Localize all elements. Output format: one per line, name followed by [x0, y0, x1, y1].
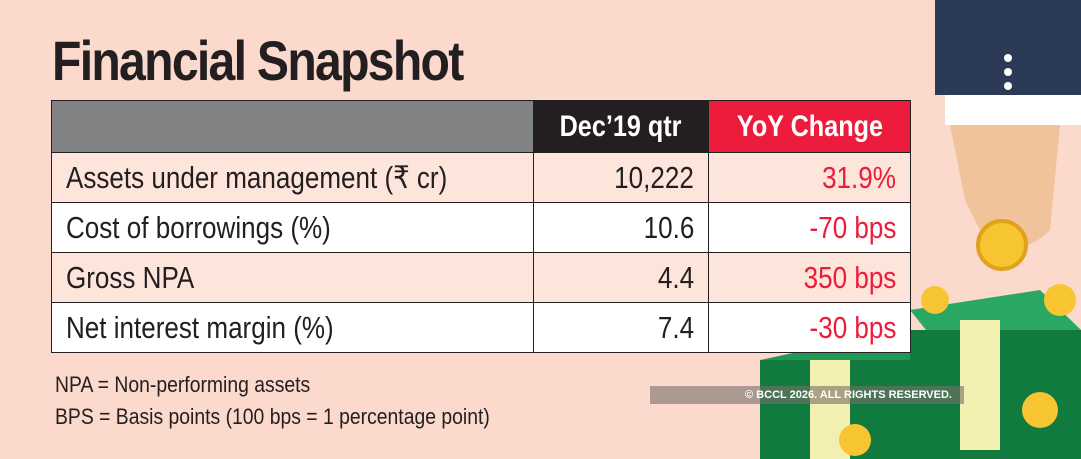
table-row: Assets under management (₹ cr) 10,222 31.9…: [51, 152, 911, 203]
row-value-cell: 4.4: [533, 252, 709, 303]
page-title: Financial Snapshot: [52, 29, 464, 92]
row-value: 7.4: [657, 309, 694, 345]
row-value-cell: 7.4: [533, 302, 709, 353]
row-change-cell: -70 bps: [708, 202, 911, 253]
coin-icon: [976, 219, 1028, 271]
row-label-cell: Net interest margin (%): [51, 302, 534, 353]
table-row: Cost of borrowings (%) 10.6 -70 bps: [51, 202, 911, 253]
header-yoy-text: YoY Change: [736, 109, 884, 143]
row-label-cell: Gross NPA: [51, 252, 534, 303]
row-change-cell: 31.9%: [708, 152, 911, 203]
header-dec19: Dec’19 qtr: [533, 100, 709, 153]
copyright: © BCCL 2026. ALL RIGHTS RESERVED.: [650, 386, 964, 404]
row-label-cell: Cost of borrowings (%): [51, 202, 534, 253]
row-value: 10.6: [643, 209, 694, 245]
header-dec19-text: Dec’19 qtr: [560, 109, 682, 143]
row-change: 350 bps: [803, 259, 896, 295]
row-label: Assets under management (₹ cr): [66, 159, 448, 195]
hand: [950, 125, 1060, 248]
button-dot-icon: [1004, 54, 1012, 62]
row-value: 10,222: [614, 159, 694, 195]
table-row: Net interest margin (%) 7.4 -30 bps: [51, 302, 911, 353]
row-label: Cost of borrowings (%): [66, 209, 331, 245]
row-label: Net interest margin (%): [66, 309, 334, 345]
row-value: 4.4: [657, 259, 694, 295]
row-change: 31.9%: [822, 159, 896, 195]
money-stacks: [760, 284, 1081, 459]
table-header: Dec’19 qtr YoY Change: [51, 100, 911, 153]
row-label: Gross NPA: [66, 259, 195, 295]
shirt-cuff: [945, 95, 1081, 125]
row-value-cell: 10.6: [533, 202, 709, 253]
header-blank: [51, 100, 534, 153]
row-label-cell: Assets under management (₹ cr): [51, 152, 534, 203]
row-change-cell: 350 bps: [708, 252, 911, 303]
button-dot-icon: [1004, 68, 1012, 76]
note-bps: BPS = Basis points (100 bps = 1 percenta…: [55, 404, 490, 429]
row-change-cell: -30 bps: [708, 302, 911, 353]
button-dot-icon: [1004, 82, 1012, 90]
row-change: -70 bps: [809, 209, 896, 245]
header-yoy: YoY Change: [708, 100, 911, 153]
note-npa: NPA = Non-performing assets: [55, 372, 311, 397]
row-value-cell: 10,222: [533, 152, 709, 203]
row-change: -30 bps: [809, 309, 896, 345]
table-row: Gross NPA 4.4 350 bps: [51, 252, 911, 303]
suit-sleeve: [935, 0, 1081, 95]
financial-table: Dec’19 qtr YoY Change Assets under manag…: [51, 100, 911, 353]
